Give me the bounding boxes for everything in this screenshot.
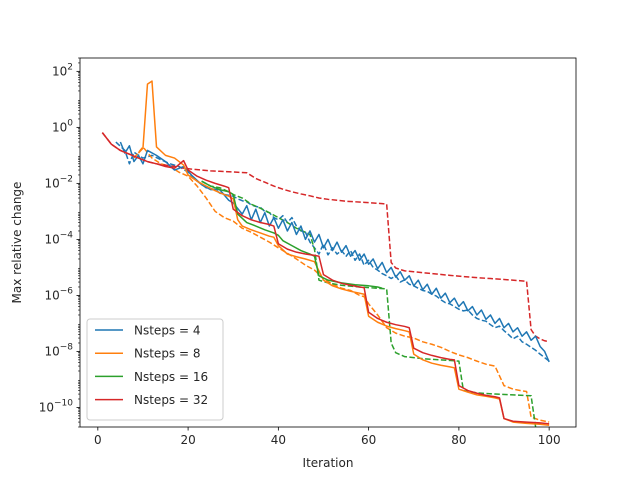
y-tick-label-base: 10 (44, 288, 59, 302)
x-axis-label: Iteration (303, 456, 354, 470)
y-tick-label: 10−6 (44, 286, 73, 302)
x-tick-label: 40 (271, 433, 286, 447)
legend-box (86, 318, 224, 421)
plot-lines (101, 80, 550, 427)
y-tick-label-base: 10 (44, 232, 59, 246)
y-tick-label-base: 10 (44, 176, 59, 190)
y-tick-label-base: 10 (52, 120, 67, 134)
y-tick-label-exponent: −2 (60, 174, 73, 184)
series-line-3 (201, 180, 383, 289)
y-tick-label-exponent: −4 (60, 230, 74, 240)
y-tick-label-exponent: 0 (67, 118, 73, 128)
y-tick-label: 10−8 (44, 342, 73, 358)
series-line-4 (101, 132, 550, 425)
x-tick-label: 80 (451, 433, 466, 447)
x-tick-label: 60 (361, 433, 376, 447)
y-tick-label-base: 10 (52, 64, 67, 78)
y-tick-label-base: 10 (44, 344, 59, 358)
legend-label-1: Nsteps = 4 (134, 324, 201, 338)
dashed-line-3 (201, 180, 537, 427)
y-tick-label: 10−10 (39, 398, 74, 414)
x-axis-ticks: 0 20 40 60 80 100 (94, 427, 561, 447)
y-tick-label-exponent: −10 (54, 398, 73, 408)
series-group (101, 80, 550, 427)
y-tick-label: 10−2 (44, 174, 73, 190)
y-tick-label: 10−4 (44, 230, 73, 246)
y-tick-label: 102 (52, 62, 73, 78)
series-line-2 (137, 80, 550, 427)
legend-label-2: Nsteps = 8 (134, 347, 201, 361)
x-tick-label: 100 (538, 433, 561, 447)
dashed-line-2 (133, 146, 550, 423)
y-tick-label-exponent: 2 (67, 62, 73, 72)
y-tick-label: 100 (52, 118, 73, 134)
legend-label-4: Nsteps = 32 (134, 393, 208, 407)
dashed-line-4 (101, 132, 550, 343)
series-line-1 (119, 141, 550, 363)
axes-frame (79, 57, 577, 428)
legend: Nsteps = 4 Nsteps = 8 Nsteps = 16 Nsteps = … (86, 318, 224, 421)
y-tick-label-exponent: −6 (60, 286, 74, 296)
y-axis-label: Max relative change (10, 182, 24, 304)
x-tick-label: 0 (94, 433, 102, 447)
y-tick-label-exponent: −8 (60, 342, 74, 352)
y-tick-label-base: 10 (39, 400, 54, 414)
x-tick-label: 20 (180, 433, 195, 447)
legend-label-3: Nsteps = 16 (134, 370, 208, 384)
